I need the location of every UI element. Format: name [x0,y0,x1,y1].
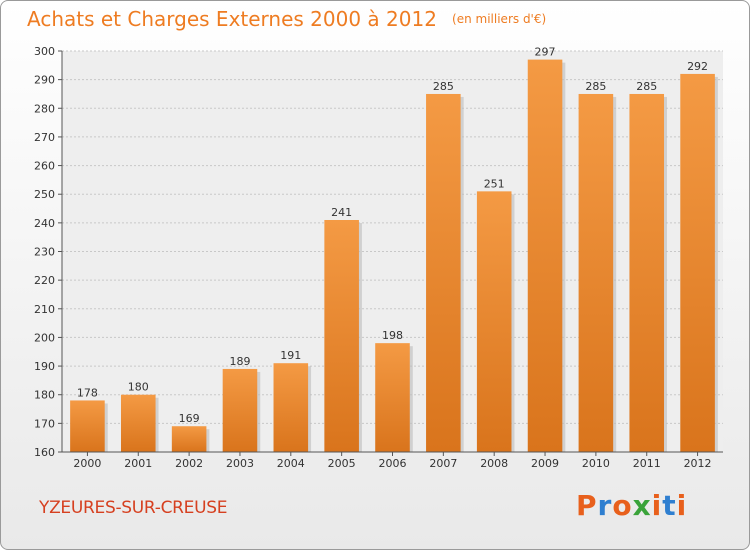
y-tick-label: 270 [34,131,55,144]
data-label: 198 [382,329,403,342]
data-label: 285 [585,80,606,93]
data-label: 191 [280,349,301,362]
y-tick-label: 240 [34,217,55,230]
y-tick-label: 160 [34,446,55,459]
data-label: 292 [687,60,708,73]
x-tick-label: 2003 [226,457,254,470]
x-tick-label: 2005 [328,457,356,470]
logo-letter: x [632,489,652,522]
x-tick-label: 2006 [379,457,407,470]
logo-letter: i [676,489,688,522]
y-tick-label: 180 [34,389,55,402]
data-label: 169 [179,412,200,425]
bar-2002 [171,426,207,452]
x-tick-label: 2001 [124,457,152,470]
data-label: 285 [433,80,454,93]
bar-2010 [578,93,614,452]
y-tick-label: 260 [34,160,55,173]
bar-2012 [680,73,715,453]
data-label: 180 [128,381,149,394]
logo-letter: P [576,489,598,522]
y-tick-label: 200 [34,331,55,344]
bar-2007 [426,93,461,452]
chart-title: Achats et Charges Externes 2000 à 2012 [27,7,437,31]
data-label: 285 [636,80,657,93]
data-label: 189 [229,355,250,368]
y-tick-label: 250 [34,188,55,201]
y-tick-label: 290 [34,74,55,87]
data-label: 297 [535,46,556,59]
logo-letter: i [651,489,663,522]
town-name: YZEURES-SUR-CREUSE [39,498,228,518]
y-tick-label: 190 [34,360,55,373]
y-tick-label: 230 [34,246,55,259]
bar-2000 [70,400,105,452]
x-tick-label: 2002 [175,457,203,470]
proxiti-logo[interactable]: Proxiti [576,489,687,522]
x-tick-label: 2011 [633,457,661,470]
bar-2005 [324,219,359,452]
bar-2003 [222,368,258,452]
logo-letter: t [662,489,677,522]
x-tick-label: 2008 [480,457,508,470]
bar-2011 [629,93,665,452]
bar-2009 [527,59,563,452]
title-row: Achats et Charges Externes 2000 à 2012 (… [27,7,546,31]
bar-2001 [120,394,156,452]
data-label: 178 [77,386,98,399]
y-tick-label: 280 [34,102,55,115]
bar-2008 [476,191,512,452]
data-label: 241 [331,206,352,219]
data-label: 251 [484,177,505,190]
x-tick-label: 2012 [684,457,712,470]
x-tick-label: 2010 [582,457,610,470]
x-tick-label: 2009 [531,457,559,470]
x-tick-label: 2004 [277,457,305,470]
chart-subtitle: (en milliers d'€) [452,12,547,26]
y-tick-label: 300 [34,45,55,58]
logo-letter: o [612,489,633,522]
bar-2004 [273,363,309,452]
logo-letter: r [597,489,613,522]
x-tick-label: 2000 [73,457,101,470]
bar-2006 [375,343,410,452]
y-tick-label: 210 [34,303,55,316]
y-tick-label: 170 [34,417,55,430]
y-tick-label: 220 [34,274,55,287]
x-tick-label: 2007 [429,457,457,470]
